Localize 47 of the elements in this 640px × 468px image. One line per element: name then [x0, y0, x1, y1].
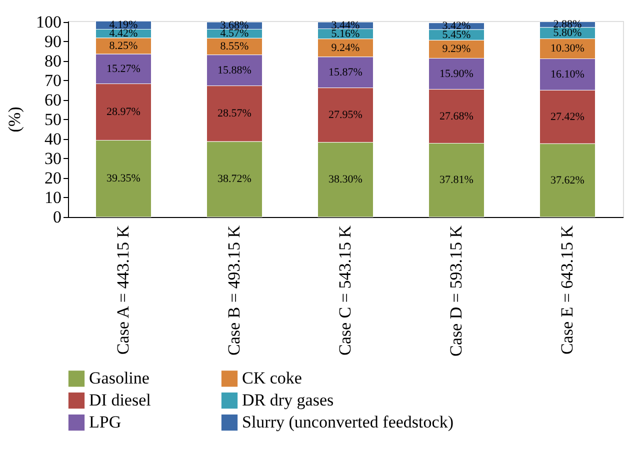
- data-label: 9.24%: [331, 42, 360, 54]
- y-tick-label: 100: [36, 12, 62, 32]
- data-label: 28.97%: [106, 106, 140, 118]
- x-tick-label: Case A = 443.15 K: [114, 224, 132, 355]
- legend-label: Slurry (unconverted feedstock): [242, 412, 454, 432]
- data-label: 5.16%: [331, 28, 360, 40]
- data-label: 5.80%: [553, 27, 582, 40]
- x-tick-label: Case D = 593.15 K: [446, 224, 466, 356]
- data-label: 28.57%: [218, 108, 252, 120]
- y-tick-label: 0: [53, 208, 62, 226]
- data-label: 39.35%: [106, 172, 140, 185]
- legend-label: Gasoline: [89, 368, 150, 388]
- y-tick-label: 50: [44, 110, 62, 129]
- data-label: 37.62%: [550, 174, 584, 186]
- data-label: 27.68%: [440, 110, 474, 122]
- data-label: 8.25%: [109, 40, 138, 52]
- data-label: 27.95%: [328, 109, 362, 122]
- data-label: 15.87%: [328, 66, 362, 78]
- y-tick-label: 20: [44, 168, 62, 188]
- x-tick-label: Case B = 493.15 K: [224, 224, 244, 356]
- data-label: 8.55%: [220, 40, 249, 52]
- data-label: 15.90%: [440, 68, 474, 80]
- data-label: 37.81%: [440, 174, 474, 186]
- data-label: 9.29%: [442, 43, 471, 56]
- data-label: 27.42%: [550, 110, 584, 123]
- data-label: 38.72%: [218, 173, 252, 186]
- y-tick-label: 80: [44, 51, 62, 70]
- data-label: 15.88%: [218, 64, 252, 76]
- data-label: 16.10%: [550, 68, 584, 80]
- legend-label: DR dry gases: [242, 390, 334, 410]
- x-tick-label: Case C = 543.15 K: [336, 224, 354, 356]
- y-tick-label: 70: [44, 70, 62, 90]
- data-label: 38.30%: [328, 174, 362, 186]
- data-label: 15.27%: [106, 62, 140, 75]
- y-axis-title: (%): [5, 106, 24, 132]
- y-tick-label: 30: [44, 148, 62, 168]
- legend-label: CK coke: [242, 368, 302, 388]
- x-tick-label: Case E = 643.15 K: [558, 224, 576, 355]
- y-tick-label: 60: [44, 90, 62, 110]
- data-label: 4.42%: [109, 28, 138, 40]
- legend-label: DI diesel: [89, 390, 152, 410]
- data-label: 10.30%: [550, 42, 584, 55]
- legend-label: LPG: [89, 412, 122, 432]
- data-label: 5.45%: [442, 28, 471, 41]
- y-tick-label: 90: [44, 32, 62, 51]
- y-tick-label: 10: [44, 188, 62, 207]
- y-tick-label: 40: [44, 129, 62, 148]
